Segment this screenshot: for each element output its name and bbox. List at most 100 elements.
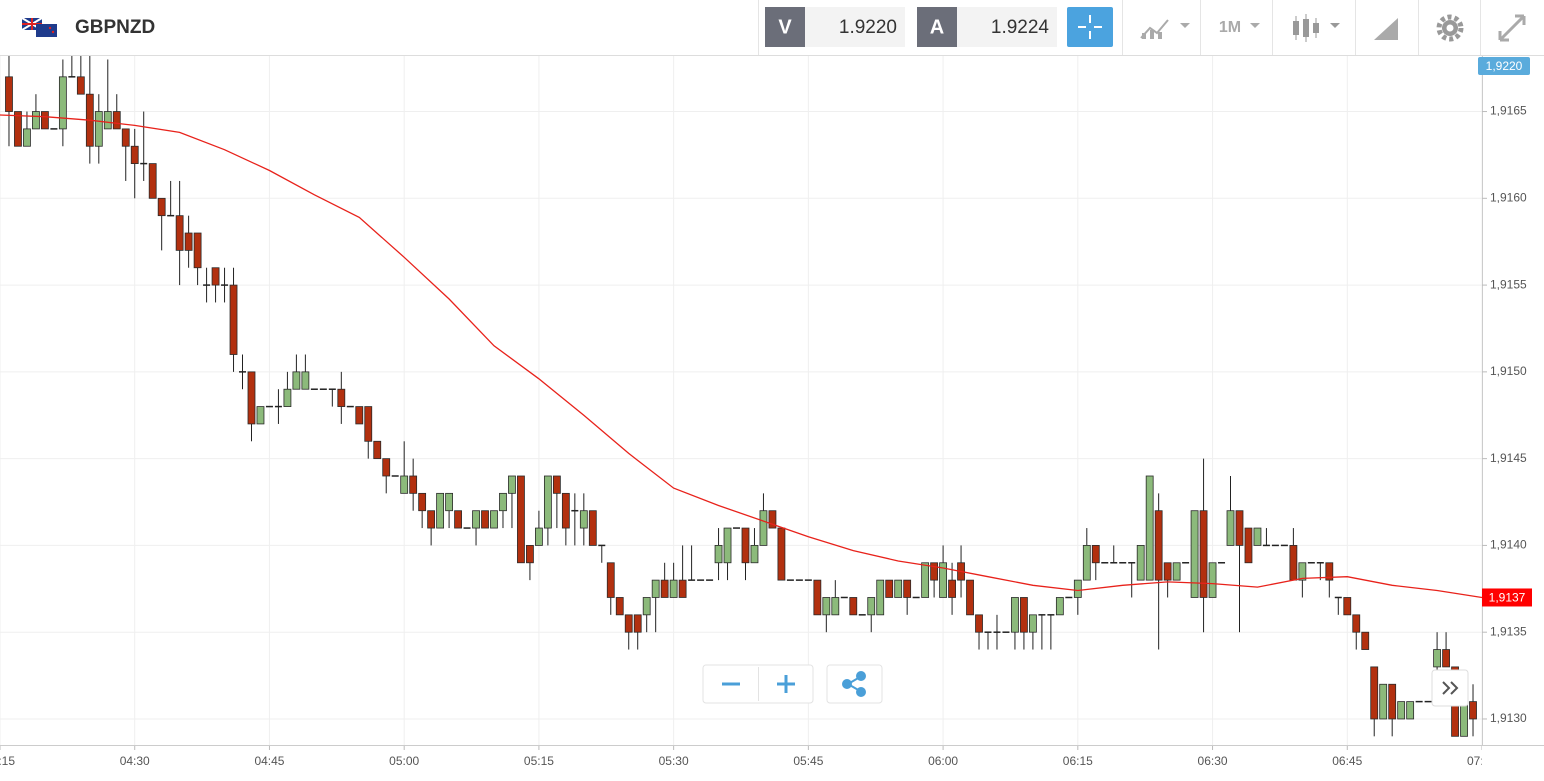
candle-body <box>966 579 974 616</box>
candle-body <box>984 631 992 633</box>
candle-body <box>1208 562 1217 598</box>
candle-body <box>148 163 157 199</box>
candle-body <box>1298 562 1307 581</box>
candle-body <box>274 405 282 408</box>
bid-marker-label: 1,9220 <box>1486 59 1523 73</box>
share-box <box>826 664 883 704</box>
candle-body <box>912 596 920 599</box>
candle-body <box>445 492 453 512</box>
candle-body <box>247 371 256 425</box>
candle-body <box>939 562 947 598</box>
candle-style-button[interactable] <box>1293 14 1340 42</box>
candle-body <box>831 597 840 616</box>
candle-body <box>669 579 678 598</box>
candle-body <box>1424 700 1432 703</box>
candle-body <box>193 232 202 269</box>
candle-body <box>1334 596 1342 599</box>
crosshair-button[interactable] <box>1067 7 1113 47</box>
candle-body <box>1172 562 1181 581</box>
candle-body <box>32 111 40 130</box>
candle-body <box>633 614 642 633</box>
candle-body <box>1370 666 1379 720</box>
candle-body <box>706 579 714 581</box>
candle-body <box>346 405 354 408</box>
candle-body <box>427 510 436 529</box>
share-button[interactable] <box>842 671 866 697</box>
y-axis-panel <box>1482 56 1544 745</box>
candle-body <box>642 597 651 616</box>
candle-body <box>948 579 956 598</box>
candle-body <box>319 388 327 390</box>
buy-price[interactable]: 1.9224 <box>991 17 1050 38</box>
candle-body <box>975 614 983 633</box>
candle-body <box>750 545 759 564</box>
candle-body <box>490 510 498 529</box>
candle-body <box>1163 562 1172 581</box>
candle-body <box>777 527 786 581</box>
candle-body <box>1136 545 1145 581</box>
candle-body <box>283 388 292 407</box>
buy-price-box[interactable] <box>957 7 1057 47</box>
candle-body <box>23 128 31 147</box>
candle-body <box>921 562 930 598</box>
candle-body <box>571 509 579 512</box>
grid <box>0 56 1483 745</box>
candle-body <box>50 128 58 130</box>
candle-body <box>723 527 732 564</box>
x-tick-label: 05:30 <box>659 754 689 768</box>
buy-button[interactable] <box>917 7 957 47</box>
candle-body <box>203 284 211 286</box>
candle-body <box>68 76 76 78</box>
candle-body <box>517 475 525 564</box>
candle-body <box>651 579 660 598</box>
candle-body <box>1154 510 1163 581</box>
zoom-in-button[interactable] <box>777 675 795 693</box>
candle-body <box>310 388 318 390</box>
candle-body <box>76 76 85 95</box>
candle-body <box>1038 614 1046 616</box>
candle-body <box>1110 562 1118 564</box>
candle-body <box>615 597 624 616</box>
candle-body <box>140 162 148 165</box>
draw-tools-button[interactable] <box>1374 18 1398 40</box>
candle-body <box>1361 631 1370 650</box>
candle-body <box>418 492 427 512</box>
candle-body <box>1262 544 1270 547</box>
candle-body <box>1325 562 1334 581</box>
candle-body <box>103 111 112 130</box>
x-tick-label: 06:45 <box>1332 754 1362 768</box>
candle-body <box>741 527 750 564</box>
candle-body <box>1047 614 1055 616</box>
candle-body <box>184 232 193 251</box>
settings-button[interactable] <box>1436 14 1464 42</box>
candle-body <box>1316 562 1324 564</box>
chart-type-button[interactable] <box>1140 19 1190 39</box>
candle-body <box>221 284 229 286</box>
candle-body <box>876 579 885 616</box>
y-tick-label: 1,9135 <box>1490 624 1527 638</box>
sell-price[interactable]: 1.9220 <box>839 17 897 38</box>
candle-body <box>292 371 301 390</box>
candle-body <box>355 406 364 425</box>
candle-body <box>733 527 741 529</box>
x-axis: 04:15 04:30 04:45 05:00 05:15 05:30 05:45 06:00… <box>0 746 1482 768</box>
sell-price-box[interactable] <box>805 7 905 47</box>
candle-body <box>364 406 373 442</box>
y-tick-label: 1,9140 <box>1490 538 1527 552</box>
fullscreen-button[interactable] <box>1498 14 1526 42</box>
candle-body <box>813 579 822 616</box>
timeframe[interactable]: 1M <box>1219 19 1241 36</box>
x-tick-label: 05:15 <box>524 754 554 768</box>
candle-body <box>885 579 894 598</box>
scroll-right-button[interactable] <box>1442 681 1459 695</box>
candle-body <box>1469 701 1477 720</box>
buy-label[interactable]: A <box>930 16 944 38</box>
sell-label[interactable]: V <box>778 16 792 38</box>
candle-body <box>1226 510 1235 546</box>
sell-button[interactable] <box>765 7 805 47</box>
candle-body <box>211 267 220 286</box>
candle-body <box>373 440 382 460</box>
